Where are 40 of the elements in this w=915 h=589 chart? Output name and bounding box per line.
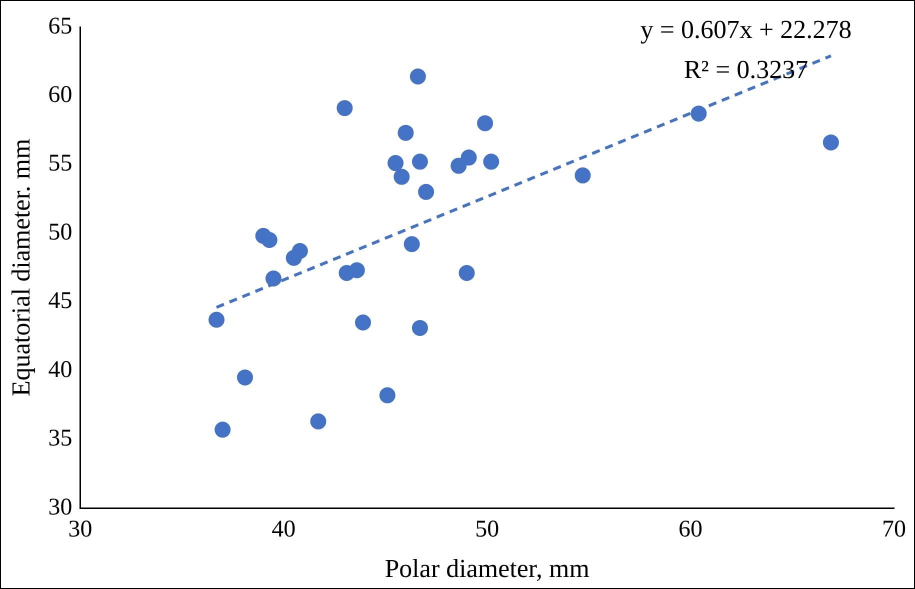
x-axis-title: Polar diameter, mm	[384, 554, 590, 584]
point	[458, 264, 475, 281]
y-tick-label: 50	[48, 219, 72, 246]
x-tick-label: 60	[678, 516, 703, 543]
point	[336, 100, 353, 116]
y-tick-label: 60	[48, 82, 72, 108]
y-tick-label: 35	[48, 426, 72, 452]
point	[379, 387, 396, 404]
point	[208, 312, 225, 328]
point	[483, 154, 500, 170]
point	[398, 124, 414, 141]
point	[214, 422, 231, 438]
point	[236, 369, 253, 386]
x-tick-label: 50	[475, 516, 500, 543]
x-tick-label: 40	[272, 516, 296, 543]
point	[348, 262, 365, 278]
y-tick-label: 45	[48, 288, 72, 314]
point	[292, 243, 308, 260]
y-axis-title: Equatorial diameter. mm	[6, 138, 36, 396]
point	[822, 134, 839, 150]
point	[404, 236, 420, 252]
point	[265, 270, 282, 286]
point	[450, 158, 467, 174]
point	[412, 320, 428, 336]
point	[418, 184, 434, 200]
point	[310, 413, 326, 430]
point	[574, 167, 591, 184]
y-tick-label: 65	[48, 13, 72, 40]
point	[412, 154, 428, 170]
point	[460, 150, 477, 166]
point	[410, 68, 426, 84]
point	[394, 168, 410, 185]
point	[354, 314, 371, 330]
y-tick-label: 55	[48, 150, 72, 177]
point	[261, 232, 278, 248]
x-tick-label: 70	[882, 516, 906, 543]
point	[388, 155, 404, 172]
y-tick-label: 40	[48, 356, 72, 383]
point	[477, 115, 494, 132]
annotation: y = 0.607x + 22.278	[640, 14, 852, 44]
